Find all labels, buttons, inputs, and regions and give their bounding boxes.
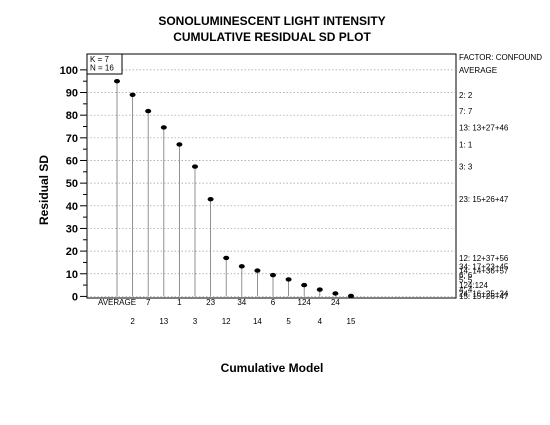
- data-point: [301, 282, 308, 288]
- right-label: 12: 12+37+56: [459, 254, 509, 263]
- right-label: 13: 13+27+46: [459, 123, 509, 132]
- data-point: [332, 291, 339, 296]
- x-category-label: 13: [159, 317, 168, 326]
- y-tick-label: 0: [72, 291, 78, 303]
- x-category-label: 34: [237, 298, 246, 307]
- right-label: 24: 16+25+34: [459, 289, 509, 298]
- y-tick-label: 20: [66, 246, 78, 258]
- x-category-label: 6: [271, 298, 276, 307]
- x-category-label: 3: [193, 317, 198, 326]
- data-point: [285, 277, 292, 282]
- factor-label: FACTOR: CONFOUND: [459, 53, 542, 62]
- data-point: [254, 268, 261, 273]
- y-tick-label: 30: [66, 223, 78, 235]
- right-label: AVERAGE: [459, 66, 497, 75]
- right-label: 4: 4: [459, 286, 473, 295]
- chart-subtitle: CUMULATIVE RESIDUAL SD PLOT: [173, 30, 371, 44]
- right-label: 15: 15+26+47: [459, 292, 509, 301]
- y-axis-title: Residual SD: [37, 155, 51, 225]
- x-category-label: 2: [130, 317, 135, 326]
- data-point: [207, 197, 214, 202]
- x-category-label: 124: [298, 298, 312, 307]
- data-point: [129, 92, 136, 97]
- x-category-label: 5: [286, 317, 291, 326]
- data-point: [348, 293, 354, 299]
- right-label: 124:124: [459, 281, 488, 290]
- y-tick-label: 50: [66, 178, 78, 190]
- x-category-label: 23: [206, 298, 215, 307]
- y-tick-label: 100: [60, 65, 78, 77]
- y-tick-label: 80: [66, 110, 78, 122]
- data-point: [223, 255, 230, 261]
- y-tick-label: 70: [66, 133, 78, 145]
- right-label: 5: 5: [459, 275, 473, 284]
- right-label: 6: 6: [459, 271, 473, 280]
- data-point: [176, 142, 183, 147]
- right-label: 1: 1: [459, 140, 473, 149]
- data-point: [114, 78, 120, 84]
- data-point: [238, 264, 245, 269]
- x-category-label: 14: [253, 317, 262, 326]
- right-label: 2: 2: [459, 91, 473, 100]
- kn-box: [86, 53, 123, 75]
- y-tick-label: 40: [66, 201, 78, 213]
- x-category-label: 1: [177, 298, 182, 307]
- x-category-label: 15: [347, 317, 356, 326]
- chart-title: SONOLUMINESCENT LIGHT INTENSITY: [158, 14, 385, 28]
- x-category-label: 4: [318, 317, 323, 326]
- x-category-label: 24: [331, 298, 340, 307]
- plot-area: 0 10 20 30 40 50 60 70 80 90 100 K = 7N = 16 AVERAGE…: [60, 53, 509, 326]
- data-point: [270, 272, 276, 278]
- data-point: [145, 108, 152, 114]
- x-axis-title: Cumulative Model: [221, 361, 324, 375]
- x-category-label: 12: [222, 317, 231, 326]
- data-point: [160, 125, 167, 130]
- right-label: 7: 7: [459, 107, 473, 116]
- kn-box-text: N = 16: [90, 64, 114, 73]
- plot-frame: [86, 53, 457, 299]
- data-point: [192, 164, 198, 169]
- right-label: 3: 3: [459, 163, 473, 172]
- right-label: 14: 14+36+57: [459, 267, 509, 276]
- data-point: [316, 287, 323, 292]
- y-tick-label: 90: [66, 88, 78, 100]
- y-tick-label: 60: [66, 155, 78, 167]
- y-tick-label: 10: [66, 269, 78, 281]
- x-category-label: 7: [146, 298, 151, 307]
- kn-box-text: K = 7: [90, 55, 109, 64]
- right-label: 34: 17+23+45: [459, 262, 509, 271]
- x-category-label: AVERAGE: [98, 298, 136, 307]
- right-label: 23: 15+26+47: [459, 195, 509, 204]
